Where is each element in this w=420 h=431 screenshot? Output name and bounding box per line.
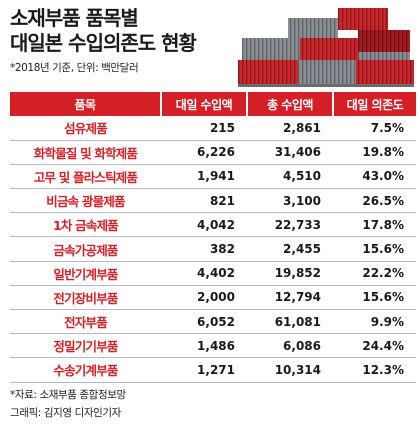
container-bottom-red-left bbox=[238, 60, 298, 84]
column-header: 총 수입액 bbox=[246, 92, 333, 116]
graphic-credit: 그래픽: 김지영 디자인기자 bbox=[10, 407, 121, 419]
japan-import-cell: 6,052 bbox=[161, 309, 247, 335]
dependency-cell: 43.0% bbox=[333, 164, 416, 190]
japan-import-cell: 6,226 bbox=[161, 140, 247, 165]
title-block: 소재부품 품목별 대일본 수입의존도 현황 *2018년 기준, 단위: 백만달… bbox=[10, 6, 260, 75]
table-row: 수송기계부품 1,271 10,314 12.3% bbox=[10, 357, 416, 383]
item-name-cell: 일반기계부품 bbox=[10, 261, 161, 286]
container-top-grey bbox=[288, 18, 338, 38]
japan-import-cell: 1,271 bbox=[161, 357, 247, 383]
table-row: 1차 금속제품 4,042 22,733 17.8% bbox=[10, 212, 416, 238]
dependency-cell: 15.6% bbox=[333, 285, 416, 311]
total-import-cell: 2,455 bbox=[247, 236, 333, 262]
total-import-cell: 6,086 bbox=[247, 333, 333, 359]
japan-import-cell: 4,402 bbox=[161, 261, 247, 286]
dependency-cell: 26.5% bbox=[333, 188, 416, 214]
dependency-cell: 22.2% bbox=[333, 261, 416, 286]
column-header: 대일 의존도 bbox=[332, 92, 416, 116]
item-name-cell: 섬유제품 bbox=[10, 116, 161, 141]
table-row: 고무 및 플라스틱제품 1,941 4,510 43.0% bbox=[10, 164, 416, 190]
item-name-cell: 고무 및 플라스틱제품 bbox=[10, 164, 161, 190]
column-header: 품목 bbox=[10, 92, 161, 116]
dependency-cell: 19.8% bbox=[333, 140, 416, 165]
dependency-cell: 24.4% bbox=[333, 333, 416, 359]
shipping-containers-illustration bbox=[238, 8, 414, 87]
table-header-row: 품목 대일 수입액 총 수입액 대일 의존도 bbox=[10, 92, 416, 116]
item-name-cell: 화학물질 및 화학제품 bbox=[10, 140, 161, 165]
dependency-cell: 15.6% bbox=[333, 236, 416, 262]
container-bottom-red-right bbox=[356, 60, 414, 84]
container-bottom-grey bbox=[298, 60, 356, 84]
total-import-cell: 2,861 bbox=[247, 116, 333, 141]
item-name-cell: 전기장비부품 bbox=[10, 285, 161, 311]
japan-import-cell: 1,486 bbox=[161, 333, 247, 359]
total-import-cell: 12,794 bbox=[247, 285, 333, 311]
japan-import-cell: 382 bbox=[161, 236, 247, 262]
total-import-cell: 3,100 bbox=[247, 188, 333, 214]
total-import-cell: 31,406 bbox=[247, 140, 333, 165]
container-mid-grey-right bbox=[358, 52, 410, 60]
item-name-cell: 전자부품 bbox=[10, 309, 161, 335]
item-name-cell: 1차 금속제품 bbox=[10, 212, 161, 238]
item-name-cell: 금속가공제품 bbox=[10, 236, 161, 262]
ground-shadow bbox=[238, 84, 414, 87]
table-row: 전기장비부품 2,000 12,794 15.6% bbox=[10, 285, 416, 311]
column-header: 대일 수입액 bbox=[160, 92, 247, 116]
total-import-cell: 61,081 bbox=[247, 309, 333, 335]
dependency-cell: 17.8% bbox=[333, 212, 416, 238]
total-import-cell: 10,314 bbox=[247, 357, 333, 383]
table-row: 정밀기기부품 1,486 6,086 24.4% bbox=[10, 333, 416, 359]
table-row: 섬유제품 215 2,861 7.5% bbox=[10, 116, 416, 141]
table-row: 전자부품 6,052 61,081 9.9% bbox=[10, 309, 416, 335]
table-row: 비금속 광물제품 821 3,100 26.5% bbox=[10, 188, 416, 214]
source-note: *자료: 소재부품 종합정보망 bbox=[10, 389, 126, 401]
container-top-red bbox=[338, 8, 388, 30]
container-mid-dark-red bbox=[358, 30, 410, 52]
japan-import-cell: 1,941 bbox=[161, 164, 247, 190]
item-name-cell: 비금속 광물제품 bbox=[10, 188, 161, 214]
title-line-2: 대일본 수입의존도 현황 bbox=[10, 31, 197, 55]
table-row: 화학물질 및 화학제품 6,226 31,406 19.8% bbox=[10, 140, 416, 165]
total-import-cell: 22,733 bbox=[247, 212, 333, 238]
import-dependency-table: 품목 대일 수입액 총 수입액 대일 의존도 섬유제품 215 2,861 7.5% 화… bbox=[10, 92, 416, 383]
item-name-cell: 정밀기기부품 bbox=[10, 333, 161, 359]
japan-import-cell: 821 bbox=[161, 188, 247, 214]
dependency-cell: 12.3% bbox=[333, 357, 416, 383]
unit-note: *2018년 기준, 단위: 백만달러 bbox=[10, 62, 139, 74]
total-import-cell: 4,510 bbox=[247, 164, 333, 190]
footer: *자료: 소재부품 종합정보망 그래픽: 김지영 디자인기자 bbox=[10, 386, 126, 422]
item-name-cell: 수송기계부품 bbox=[10, 357, 161, 383]
table-row: 일반기계부품 4,402 19,852 22.2% bbox=[10, 261, 416, 286]
japan-import-cell: 2,000 bbox=[161, 285, 247, 311]
container-mid-red bbox=[300, 38, 358, 60]
dependency-cell: 7.5% bbox=[333, 116, 416, 141]
total-import-cell: 19,852 bbox=[247, 261, 333, 286]
container-mid-grey-left bbox=[242, 38, 300, 60]
dependency-cell: 9.9% bbox=[333, 309, 416, 335]
table-row: 금속가공제품 382 2,455 15.6% bbox=[10, 236, 416, 262]
japan-import-cell: 4,042 bbox=[161, 212, 247, 238]
title-line-1: 소재부품 품목별 bbox=[10, 6, 139, 30]
japan-import-cell: 215 bbox=[161, 116, 247, 141]
table-body: 섬유제품 215 2,861 7.5% 화학물질 및 화학제품 6,226 31,406 19… bbox=[10, 116, 416, 383]
